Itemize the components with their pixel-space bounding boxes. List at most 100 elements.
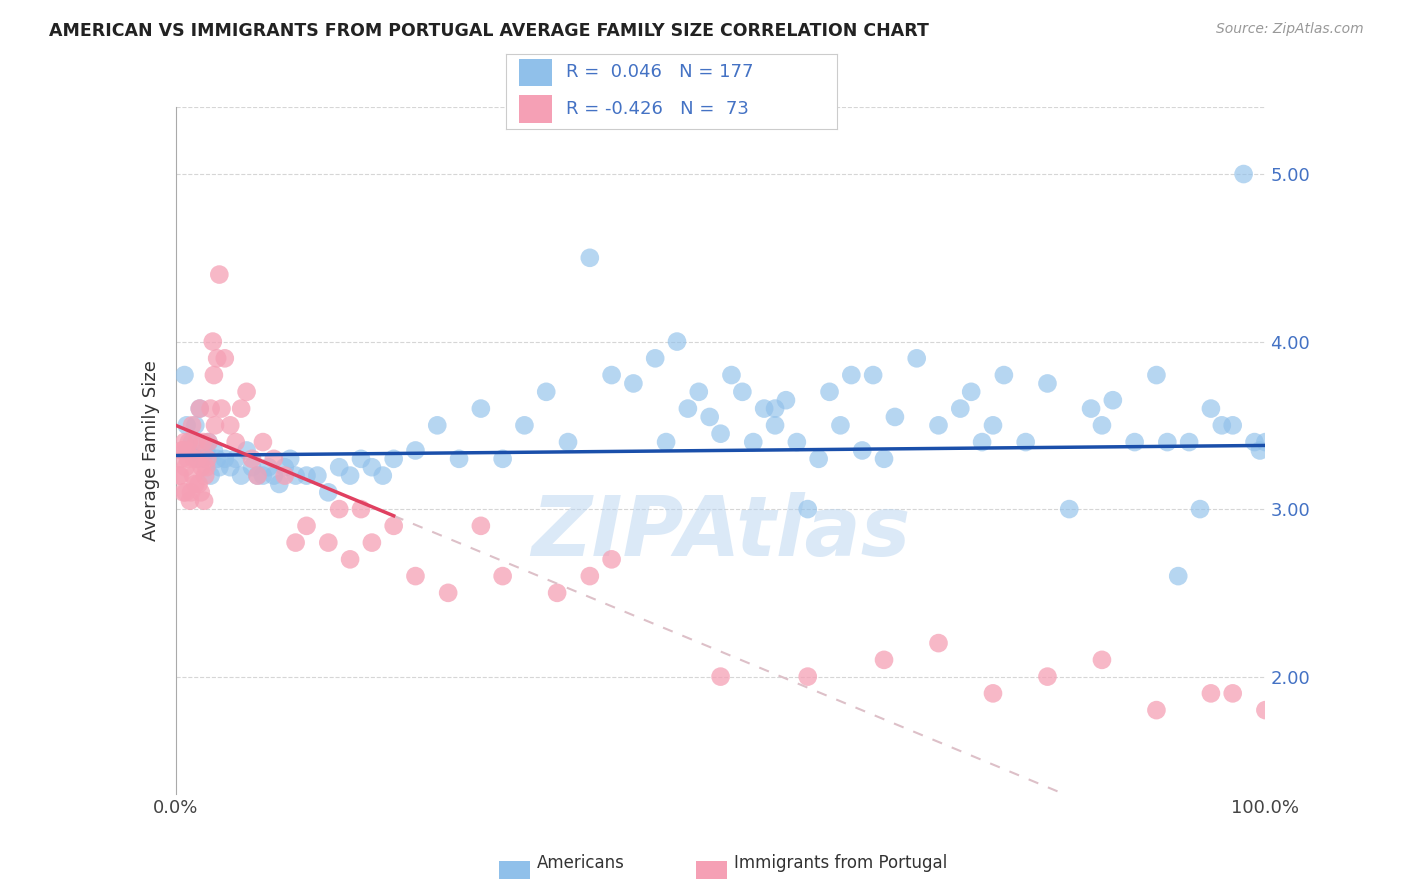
Point — [1233, 167, 1256, 181]
Point — [426, 418, 449, 433]
Point — [579, 251, 602, 265]
Point — [219, 418, 242, 433]
Point — [1091, 418, 1114, 433]
Point — [197, 435, 219, 450]
Point — [174, 460, 197, 475]
Point — [676, 401, 699, 416]
Point — [246, 468, 269, 483]
Point — [194, 468, 217, 483]
Point — [208, 460, 231, 475]
Point — [269, 477, 291, 491]
Point — [211, 401, 233, 416]
Point — [177, 443, 200, 458]
Point — [731, 384, 754, 399]
Text: R = -0.426   N =  73: R = -0.426 N = 73 — [565, 100, 748, 118]
Point — [557, 435, 579, 450]
Point — [177, 451, 200, 466]
Point — [184, 477, 207, 491]
Point — [1146, 368, 1168, 382]
Point — [699, 409, 721, 424]
Point — [928, 636, 950, 650]
Point — [470, 401, 492, 416]
Point — [1156, 435, 1178, 450]
Point — [169, 468, 191, 483]
Point — [188, 401, 211, 416]
Point — [981, 418, 1004, 433]
Point — [186, 451, 209, 466]
Point — [318, 485, 340, 500]
Point — [195, 460, 218, 475]
Point — [231, 401, 253, 416]
Point — [200, 401, 222, 416]
Point — [763, 401, 786, 416]
Point — [295, 468, 318, 483]
Point — [172, 485, 194, 500]
Point — [339, 552, 361, 566]
Point — [1015, 435, 1038, 450]
Point — [1254, 435, 1277, 450]
Point — [179, 493, 201, 508]
Point — [240, 460, 263, 475]
Point — [1211, 418, 1233, 433]
Point — [195, 451, 218, 466]
Point — [205, 451, 228, 466]
Point — [252, 468, 274, 483]
Point — [176, 418, 198, 433]
Point — [1178, 435, 1201, 450]
Point — [884, 409, 907, 424]
Point — [720, 368, 742, 382]
Point — [284, 535, 307, 549]
Point — [252, 435, 274, 450]
Point — [174, 485, 197, 500]
Point — [513, 418, 536, 433]
Bar — [519, 95, 553, 122]
Text: Immigrants from Portugal: Immigrants from Portugal — [734, 855, 948, 872]
Point — [172, 443, 194, 458]
Point — [1199, 686, 1222, 700]
Point — [600, 552, 623, 566]
Point — [492, 451, 515, 466]
Point — [295, 519, 318, 533]
Point — [361, 535, 384, 549]
Point — [873, 653, 896, 667]
Point — [167, 468, 190, 483]
Point — [763, 418, 786, 433]
Point — [187, 477, 209, 491]
Point — [235, 443, 257, 458]
Point — [263, 468, 285, 483]
Point — [219, 460, 242, 475]
Point — [191, 435, 214, 450]
Point — [841, 368, 863, 382]
Point — [742, 435, 765, 450]
Point — [202, 368, 225, 382]
Point — [235, 384, 257, 399]
Point — [214, 351, 236, 366]
Point — [972, 435, 994, 450]
Point — [188, 401, 211, 416]
Point — [1199, 401, 1222, 416]
Point — [176, 443, 198, 458]
Point — [786, 435, 808, 450]
Point — [710, 670, 733, 684]
Point — [181, 435, 204, 450]
Point — [328, 460, 350, 475]
Point — [993, 368, 1015, 382]
Point — [172, 443, 194, 458]
Point — [195, 443, 218, 458]
Point — [949, 401, 972, 416]
Point — [208, 268, 231, 282]
Point — [284, 468, 307, 483]
Point — [339, 468, 361, 483]
Point — [1222, 418, 1244, 433]
Text: ZIPAtlas: ZIPAtlas — [531, 492, 910, 574]
Point — [214, 451, 236, 466]
Point — [851, 443, 873, 458]
Point — [928, 418, 950, 433]
Point — [1249, 443, 1271, 458]
Text: Source: ZipAtlas.com: Source: ZipAtlas.com — [1216, 22, 1364, 37]
Point — [447, 451, 470, 466]
Point — [905, 351, 928, 366]
Point — [1036, 376, 1059, 391]
Point — [1243, 435, 1265, 450]
Point — [191, 451, 214, 466]
